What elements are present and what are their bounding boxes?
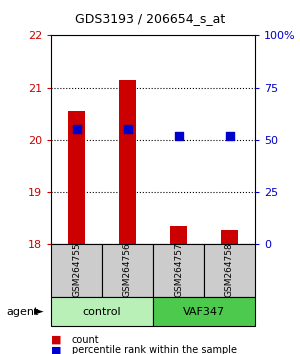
- Text: percentile rank within the sample: percentile rank within the sample: [72, 345, 237, 354]
- Text: control: control: [83, 307, 121, 316]
- Text: ■: ■: [51, 345, 62, 354]
- Text: ►: ►: [34, 305, 44, 318]
- Bar: [153, 244, 204, 297]
- Point: [74, 127, 79, 132]
- Text: GSM264758: GSM264758: [225, 242, 234, 297]
- Text: GSM264756: GSM264756: [123, 242, 132, 297]
- Bar: [51, 244, 102, 297]
- Bar: [153, 297, 255, 326]
- Bar: [102, 244, 153, 297]
- Text: agent: agent: [6, 307, 38, 316]
- Bar: [118, 80, 136, 244]
- Point: [125, 127, 130, 132]
- Bar: [204, 244, 255, 297]
- Text: GSM264755: GSM264755: [72, 242, 81, 297]
- Bar: [220, 230, 238, 244]
- Text: count: count: [72, 335, 100, 344]
- Text: ■: ■: [51, 335, 62, 344]
- Point: [176, 133, 181, 138]
- Text: GSM264757: GSM264757: [174, 242, 183, 297]
- Text: VAF347: VAF347: [183, 307, 225, 316]
- Bar: [169, 226, 188, 244]
- Bar: [68, 111, 85, 244]
- Point: [227, 133, 232, 138]
- Bar: [51, 297, 153, 326]
- Text: GDS3193 / 206654_s_at: GDS3193 / 206654_s_at: [75, 12, 225, 25]
